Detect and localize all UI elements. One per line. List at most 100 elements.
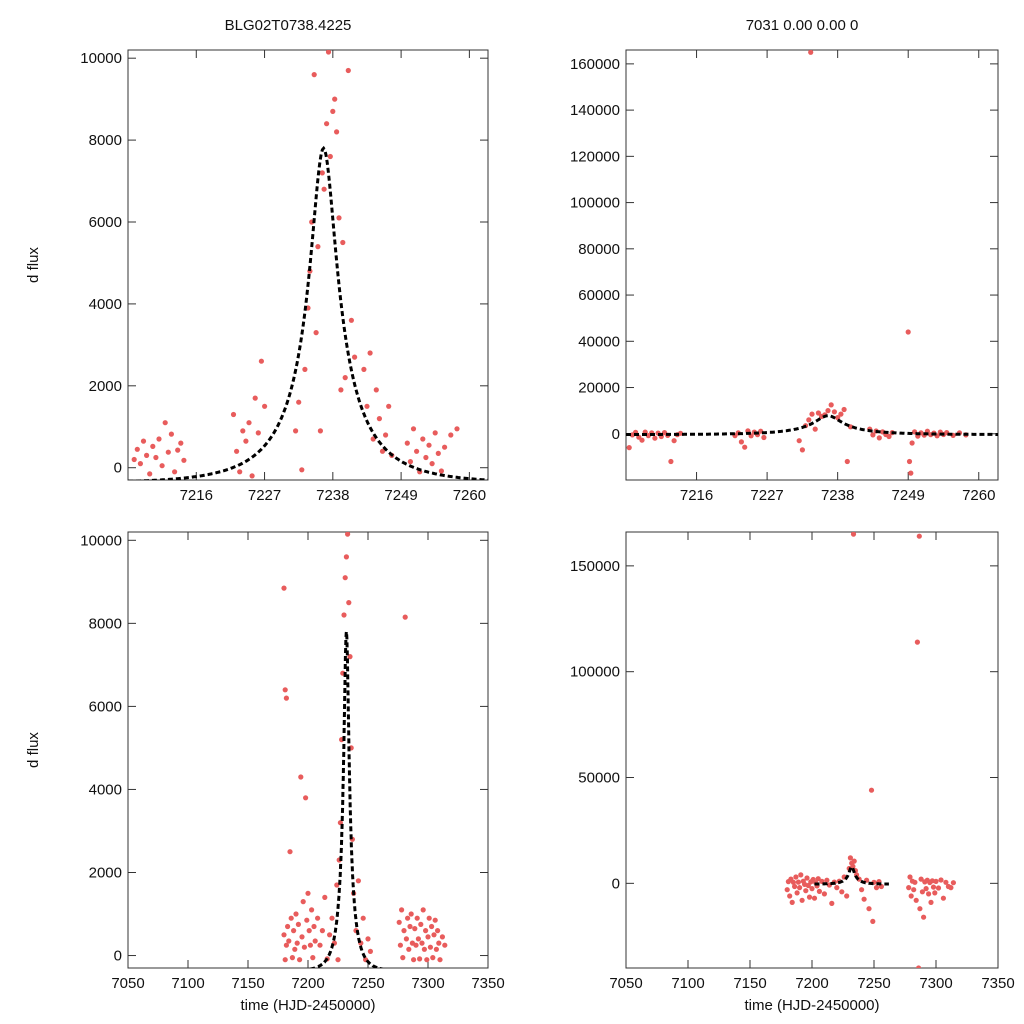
y-tick-label: 8000 [89, 132, 122, 149]
data-point [442, 942, 448, 948]
data-point [400, 955, 406, 961]
data-point [403, 936, 409, 942]
data-point [325, 50, 332, 55]
data-point [156, 436, 162, 442]
data-point [283, 695, 289, 701]
data-point [906, 885, 912, 891]
data-point [932, 890, 938, 896]
model-curve [814, 865, 889, 886]
data-point [841, 406, 847, 413]
x-tick-label: 7350 [981, 975, 1014, 992]
plot-area [128, 50, 488, 480]
data-point [844, 458, 850, 465]
data-point [427, 944, 433, 950]
data-point [334, 882, 340, 888]
x-tick-label: 7200 [795, 975, 828, 992]
y-tick-label: 6000 [89, 698, 122, 715]
y-tick-label: 4000 [89, 781, 122, 798]
data-point [287, 849, 293, 855]
data-point [420, 436, 426, 442]
data-point [432, 430, 438, 436]
data-point [282, 957, 288, 963]
panel-2: 7216 7227 7238 7249 7260 0 20000 40000 60000 8000… [570, 17, 999, 504]
data-point [364, 403, 370, 409]
y-tick-label: 0 [612, 426, 620, 443]
data-point [168, 431, 174, 437]
data-point [808, 50, 814, 55]
data-point [811, 895, 818, 901]
data-point [293, 428, 299, 434]
x-axis-label: time (HJD-2450000) [744, 997, 879, 1014]
data-point [928, 899, 934, 906]
data-point [404, 440, 410, 446]
data-point [289, 955, 295, 961]
data-point [305, 890, 311, 896]
data-point [916, 965, 922, 968]
data-point [426, 915, 432, 921]
x-tick-label: 7050 [609, 975, 642, 992]
data-point [246, 420, 252, 426]
data-point [948, 885, 954, 891]
data-point [799, 897, 805, 903]
y-tick-label: 100000 [570, 195, 620, 212]
data-point [317, 428, 323, 434]
data-point [821, 891, 828, 897]
data-point [338, 387, 344, 393]
data-point [437, 957, 443, 963]
data-point [342, 575, 348, 581]
y-tick-label: 10000 [80, 532, 122, 549]
data-point [886, 433, 892, 440]
data-point [147, 471, 153, 477]
data-point [330, 108, 336, 114]
y-tick-label: 140000 [570, 102, 620, 119]
data-point [300, 899, 306, 905]
plot-area [626, 50, 998, 476]
data-point [407, 459, 413, 465]
data-point [804, 875, 810, 881]
x-tick-label: 7216 [680, 487, 713, 504]
data-point [792, 883, 798, 890]
data-point [432, 917, 438, 923]
x-tick-label: 7216 [180, 487, 213, 504]
x-tick-label: 7300 [411, 975, 444, 992]
data-point [418, 921, 424, 928]
data-point [303, 795, 309, 801]
data-point [809, 411, 815, 417]
data-point [299, 934, 305, 940]
data-point [423, 928, 429, 934]
data-point [315, 244, 321, 250]
data-point [866, 906, 872, 912]
data-point [288, 915, 294, 921]
data-point [436, 940, 442, 946]
data-point [909, 440, 915, 446]
data-point [442, 444, 448, 450]
y-axis-label: d flux [25, 732, 42, 768]
plot-frame [127, 531, 489, 969]
data-point [914, 639, 921, 645]
data-point [134, 446, 140, 452]
data-point [639, 437, 645, 443]
data-point [327, 932, 333, 938]
y-tick-label: 2000 [89, 378, 122, 395]
data-point [367, 948, 373, 955]
data-point [761, 434, 767, 441]
data-point [324, 121, 330, 127]
data-point [319, 928, 325, 934]
data-point [426, 442, 432, 448]
y-tick-label: 50000 [578, 770, 620, 787]
data-point [341, 612, 347, 618]
data-point [237, 469, 243, 475]
data-point [313, 330, 319, 336]
data-point [402, 614, 408, 620]
data-point [803, 888, 809, 894]
data-point [311, 923, 317, 930]
y-tick-label: 4000 [89, 296, 122, 313]
data-point [825, 408, 831, 414]
y-tick-label: 0 [114, 948, 122, 965]
panel-1: 7216 7227 7238 7249 7260 0 2000 4000 6000 8000 100… [25, 17, 489, 504]
data-point [413, 942, 419, 948]
x-tick-label: 7150 [231, 975, 264, 992]
plot-frame [127, 49, 489, 481]
x-tick-label: 7249 [892, 487, 925, 504]
data-point [907, 874, 913, 880]
